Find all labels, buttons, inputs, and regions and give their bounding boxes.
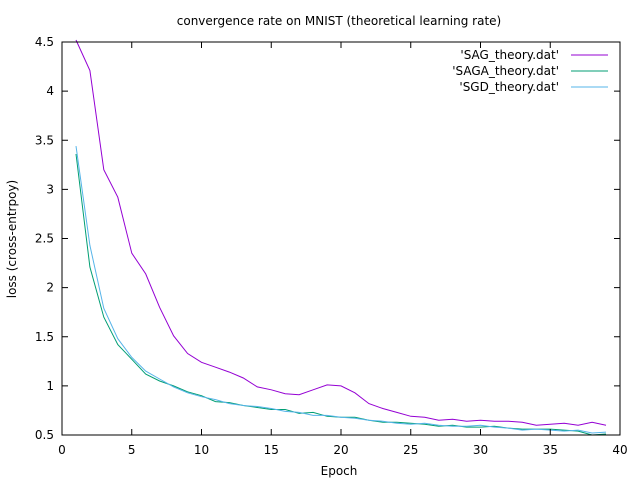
x-axis-label: Epoch: [321, 464, 358, 478]
y-tick-label: 3.5: [35, 133, 54, 147]
x-tick-label: 35: [543, 443, 558, 457]
legend-label-2: 'SAGA_theory.dat': [452, 64, 559, 78]
x-tick-label: 15: [264, 443, 279, 457]
y-tick-label: 4: [46, 84, 54, 98]
chart-title: convergence rate on MNIST (theoretical l…: [177, 14, 501, 28]
plot-border: [61, 41, 621, 436]
x-tick-label: 0: [58, 443, 66, 457]
x-tick-label: 10: [194, 443, 209, 457]
y-tick-label: 3: [46, 182, 54, 196]
legend-label-1: 'SAG_theory.dat': [460, 48, 559, 62]
y-tick-label: 2: [46, 281, 54, 295]
x-tick-label: 5: [128, 443, 136, 457]
x-tick-label: 30: [473, 443, 488, 457]
x-tick-label: 20: [333, 443, 348, 457]
plot-area: 0 5 10 15 20 25 30 35 40 0.5 1 1.5 2 2.5 3 3.5 4 4.5: [35, 35, 628, 457]
y-axis-label: loss (cross-entrpoy): [5, 180, 19, 299]
series-line-2: [75, 153, 607, 436]
y-tick-label: 2.5: [35, 232, 54, 246]
series-line-1: [75, 39, 607, 426]
y-tick-label: 0.5: [35, 428, 54, 442]
x-tick-label: 40: [612, 443, 627, 457]
legend-label-3: 'SGD_theory.dat': [459, 80, 559, 94]
x-tick-label: 25: [403, 443, 418, 457]
y-tick-label: 1: [46, 379, 54, 393]
series-line-3: [75, 146, 607, 434]
y-tick-label: 4.5: [35, 35, 54, 49]
y-tick-label: 1.5: [35, 330, 54, 344]
legend: 'SAG_theory.dat' 'SAGA_theory.dat' 'SGD_th…: [452, 48, 608, 94]
